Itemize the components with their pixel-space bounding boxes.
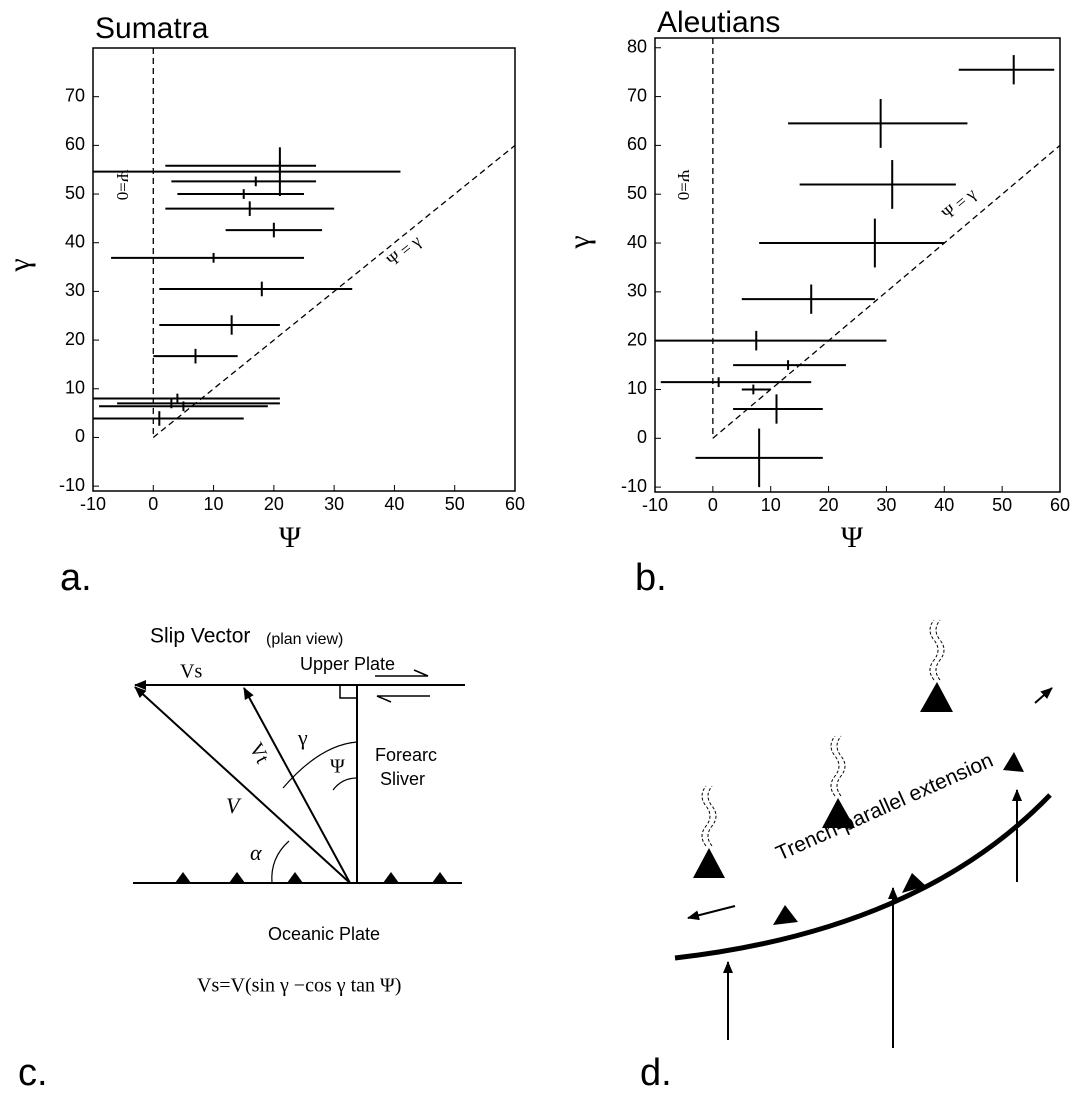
y-tick-label: 30 bbox=[65, 280, 85, 300]
y-tick-label: 60 bbox=[627, 134, 647, 154]
y-tick-label: -10 bbox=[621, 476, 647, 496]
volcanoes bbox=[693, 682, 953, 878]
y-axis-label: γ bbox=[3, 258, 36, 272]
x-axis-label: Ψ bbox=[841, 521, 864, 554]
extension-arrow bbox=[687, 905, 736, 921]
label: Vt bbox=[245, 739, 274, 767]
diagram-title-note: (plan view) bbox=[266, 631, 343, 648]
y-tick-label: 50 bbox=[65, 183, 85, 203]
x-tick-label: 10 bbox=[761, 495, 781, 515]
extension-arrow bbox=[1034, 687, 1053, 704]
right-angle bbox=[339, 685, 357, 699]
psi-arc bbox=[332, 777, 358, 791]
extension-label: Trench-parallel extension bbox=[773, 749, 997, 866]
y-tick-label: 70 bbox=[65, 85, 85, 105]
x-tick-label: 40 bbox=[384, 494, 404, 514]
y-axis-label: γ bbox=[563, 235, 596, 249]
y-tick-label: 80 bbox=[627, 37, 647, 57]
teeth bbox=[175, 872, 448, 883]
v-arrow bbox=[134, 686, 351, 884]
plot-frame bbox=[654, 37, 1061, 493]
y-tick-label: 0 bbox=[637, 427, 647, 447]
alpha-arc bbox=[271, 840, 290, 884]
label: Vs bbox=[180, 661, 202, 683]
label: Forearc bbox=[375, 745, 437, 765]
x-axis-label: Ψ bbox=[279, 521, 302, 554]
y-tick-label: 0 bbox=[75, 426, 85, 446]
panel-label: a. bbox=[60, 557, 92, 599]
x-tick-label: 30 bbox=[876, 495, 896, 515]
label: Oceanic Plate bbox=[268, 924, 380, 944]
y-tick-label: 30 bbox=[627, 281, 647, 301]
reference-line bbox=[712, 144, 1061, 439]
x-tick-label: -10 bbox=[642, 495, 668, 515]
y-tick-label: 50 bbox=[627, 183, 647, 203]
y-tick-label: 10 bbox=[627, 378, 647, 398]
diagram-c bbox=[133, 669, 465, 884]
x-tick-label: 20 bbox=[264, 494, 284, 514]
x-tick-label: 60 bbox=[505, 494, 525, 514]
annotation: Ψ=0 bbox=[113, 170, 132, 201]
y-tick-label: 10 bbox=[65, 378, 85, 398]
y-tick-label: 20 bbox=[627, 329, 647, 349]
teeth bbox=[773, 752, 1024, 925]
x-tick-label: 0 bbox=[148, 494, 158, 514]
reference-line bbox=[152, 144, 516, 438]
panel-label: b. bbox=[635, 557, 667, 599]
chart-title: Sumatra bbox=[95, 12, 209, 45]
plate-arrows bbox=[723, 789, 1022, 1048]
chart-title: Aleutians bbox=[657, 6, 780, 39]
y-tick-label: 40 bbox=[65, 231, 85, 251]
label: V bbox=[226, 793, 242, 818]
annotation: Ψ=0 bbox=[674, 170, 693, 201]
diagram-title: Slip Vector bbox=[150, 625, 250, 648]
x-tick-label: -10 bbox=[80, 494, 106, 514]
label: Upper Plate bbox=[300, 654, 395, 674]
plot-frame bbox=[92, 47, 516, 492]
label: Ψ bbox=[330, 756, 345, 778]
panel-label: c. bbox=[18, 1052, 48, 1094]
formula: Vs=V(sin γ −cos γ tan Ψ) bbox=[197, 975, 401, 997]
plumes bbox=[701, 619, 945, 847]
x-tick-label: 50 bbox=[992, 495, 1012, 515]
annotation: Ψ = γ bbox=[383, 231, 425, 270]
x-tick-label: 50 bbox=[445, 494, 465, 514]
x-tick-label: 30 bbox=[324, 494, 344, 514]
label: α bbox=[250, 840, 262, 865]
vt-arrow bbox=[243, 687, 351, 884]
x-tick-label: 60 bbox=[1050, 495, 1070, 515]
x-tick-label: 0 bbox=[708, 495, 718, 515]
shear-arrow bbox=[375, 669, 429, 677]
y-tick-label: 20 bbox=[65, 329, 85, 349]
y-tick-label: -10 bbox=[59, 475, 85, 495]
gamma-arc bbox=[282, 741, 358, 789]
y-tick-label: 60 bbox=[65, 134, 85, 154]
label: Sliver bbox=[380, 769, 425, 789]
x-tick-label: 10 bbox=[204, 494, 224, 514]
panel-label: d. bbox=[640, 1052, 672, 1094]
y-tick-label: 40 bbox=[627, 232, 647, 252]
diagram-d bbox=[674, 619, 1053, 1048]
y-tick-label: 70 bbox=[627, 85, 647, 105]
x-tick-label: 40 bbox=[934, 495, 954, 515]
shear-arrow bbox=[376, 695, 430, 703]
label: γ bbox=[297, 725, 308, 750]
trench bbox=[674, 793, 1052, 961]
x-tick-label: 20 bbox=[819, 495, 839, 515]
